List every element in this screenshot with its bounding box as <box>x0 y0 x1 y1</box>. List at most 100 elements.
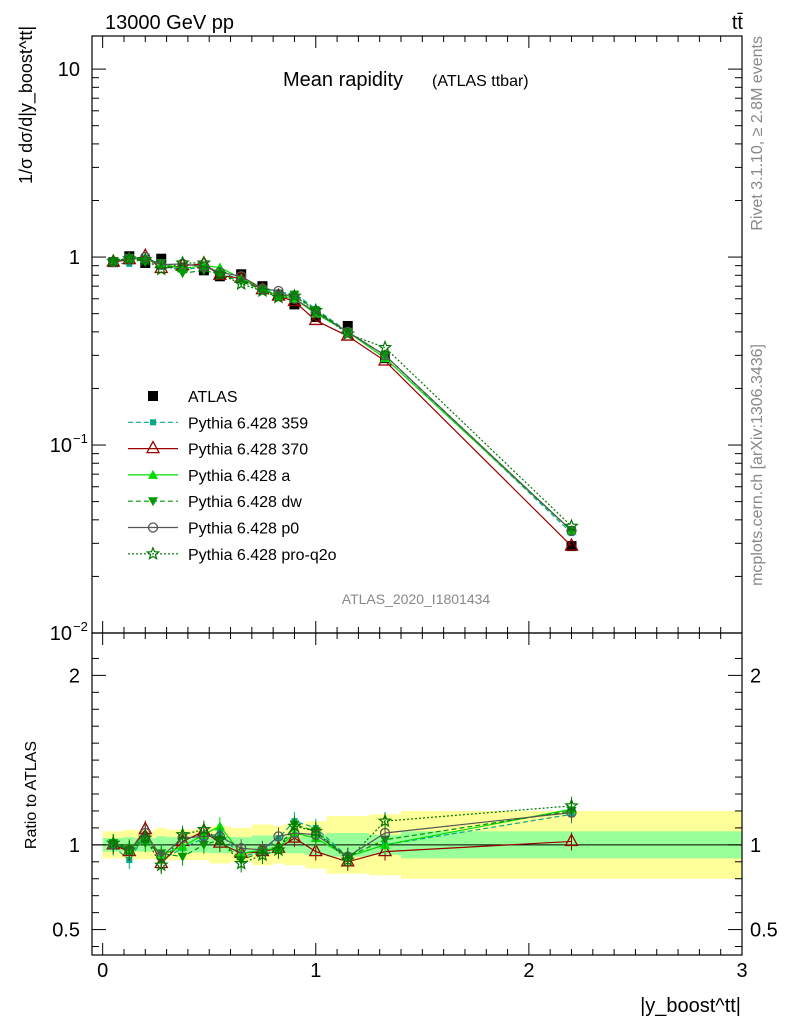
data-point <box>175 255 190 270</box>
ratio-series-5 <box>106 796 579 875</box>
y-tick-label-exponent: −2 <box>73 619 88 634</box>
series-5 <box>108 251 577 536</box>
legend-label: Pythia 6.428 p0 <box>188 521 299 538</box>
ratio-y-tick-label-right: 0.5 <box>750 920 778 942</box>
data-point <box>236 271 247 282</box>
ratio-data-point <box>214 821 225 831</box>
legend-item: Pythia 6.428 pro-q2o <box>128 546 337 564</box>
ratio-data-point <box>177 852 188 862</box>
process-label: tt̄ <box>732 12 744 34</box>
ratio-data-point <box>564 798 579 813</box>
data-point <box>342 320 353 331</box>
x-tick-label: 1 <box>310 960 321 982</box>
y-tick-label: 10 <box>58 59 80 81</box>
ratio-data-point <box>106 835 121 850</box>
data-point <box>289 293 300 304</box>
y-tick-label: 10 <box>50 435 72 457</box>
ratio-data-point <box>308 843 323 857</box>
analysis-watermark: ATLAS_2020_I1801434 <box>342 591 491 607</box>
x-tick-label: 0 <box>97 960 108 982</box>
legend-label: Pythia 6.428 370 <box>188 442 308 459</box>
ratio-data-point <box>196 821 212 836</box>
data-point <box>255 283 270 298</box>
series-6 <box>106 251 579 533</box>
data-point <box>122 251 137 265</box>
data-point <box>153 261 169 276</box>
legend-marker <box>148 497 158 507</box>
legend-marker <box>145 546 161 560</box>
ratio-data-point <box>271 842 286 857</box>
data-point <box>310 306 321 318</box>
ratio-data-point <box>212 832 228 846</box>
x-axis-label: |y_boost^tt| <box>640 995 741 1017</box>
data-point <box>138 251 153 266</box>
legend-marker <box>148 469 158 479</box>
series-line <box>113 258 572 527</box>
series-1 <box>110 254 575 537</box>
series-0 <box>108 251 577 552</box>
data-point <box>308 312 323 326</box>
ratio-data-point <box>233 855 249 870</box>
ratio-data-point <box>377 843 393 857</box>
data-point <box>233 276 249 291</box>
x-tick-label: 2 <box>523 960 534 982</box>
chart-title: Mean rapidity <box>283 69 403 91</box>
legend-label: Pythia 6.428 a <box>188 468 290 485</box>
ratio-y-tick-label: 1 <box>69 835 80 857</box>
y-tick-label: 1 <box>69 247 80 269</box>
ratio-data-point <box>564 833 579 847</box>
data-point <box>257 285 268 295</box>
legend-item: Pythia 6.428 a <box>128 468 290 485</box>
x-tick-label: 3 <box>736 960 747 982</box>
data-point <box>212 266 228 281</box>
rivet-version-label: Rivet 3.1.10, ≥ 2.8M events <box>749 36 766 231</box>
data-point <box>273 285 284 297</box>
ratio-plot-frame <box>91 632 743 956</box>
legend-label: Pythia 6.428 pro-q2o <box>188 547 337 564</box>
data-point <box>289 290 300 300</box>
data-point <box>196 255 212 270</box>
series-3 <box>108 253 577 535</box>
data-point <box>156 259 167 270</box>
data-point <box>566 541 577 552</box>
legend-item: ATLAS <box>148 389 238 406</box>
ratio-data-point <box>273 831 284 842</box>
data-point <box>108 256 119 268</box>
upper-ylabel-text: 1/σ dσ/d|y_boost^tt| <box>16 26 37 184</box>
legend-label: ATLAS <box>188 389 238 406</box>
upper-plot-frame <box>91 35 743 634</box>
data-point <box>308 302 324 317</box>
upper-ylabel: 1/σ dσ/d|y_boost^tt| <box>16 26 37 184</box>
data-point <box>289 299 300 310</box>
ratio-series-line <box>113 805 572 867</box>
data-point <box>564 518 579 533</box>
y-tick-label: 10 <box>50 623 72 645</box>
data-point <box>566 525 577 536</box>
ratio-y-tick-label-right: 1 <box>750 835 761 857</box>
energy-label: 13000 GeV pp <box>105 12 234 34</box>
ratio-ylabel: Ratio to ATLAS <box>23 741 40 849</box>
legend-item: Pythia 6.428 370 <box>128 440 308 459</box>
mcplots-label: mcplots.cern.ch [arXiv:1306.3436] <box>749 344 766 586</box>
ratio-y-tick-label: 2 <box>69 665 80 687</box>
ratio-data-point <box>138 830 153 845</box>
series-line <box>113 258 572 532</box>
y-tick-label-exponent: −1 <box>73 431 88 446</box>
ratio-y-tick-label: 0.5 <box>52 920 80 942</box>
legend-marker <box>145 440 161 454</box>
ratio-data-point <box>255 847 270 862</box>
series-4 <box>108 253 577 536</box>
legend-item: Pythia 6.428 dw <box>128 494 302 511</box>
legend-label: Pythia 6.428 dw <box>188 494 302 511</box>
data-point <box>377 339 393 354</box>
data-point <box>156 253 167 264</box>
data-point <box>287 288 302 303</box>
legend-marker <box>147 522 159 533</box>
chart-subtitle: (ATLAS ttbar) <box>432 73 529 90</box>
ratio-data-point <box>236 843 247 854</box>
data-point <box>271 289 286 304</box>
series-line <box>113 257 572 534</box>
ratio-data-point <box>308 823 324 838</box>
ratio-data-point <box>153 857 169 872</box>
